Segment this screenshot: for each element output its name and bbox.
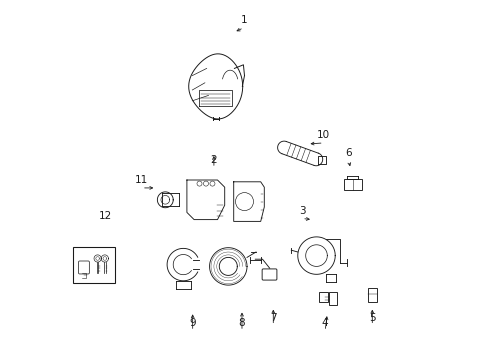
Text: 9: 9: [189, 318, 196, 328]
Text: 3: 3: [298, 206, 305, 216]
Text: 6: 6: [345, 148, 351, 158]
Text: 8: 8: [238, 318, 245, 328]
Text: 7: 7: [269, 312, 276, 323]
Text: 11: 11: [135, 175, 148, 185]
Bar: [367, 288, 376, 302]
Text: 5: 5: [368, 312, 375, 323]
Bar: [343, 179, 361, 190]
Bar: [328, 292, 336, 305]
Text: 12: 12: [99, 211, 112, 221]
Text: 4: 4: [321, 318, 328, 328]
Bar: [73, 247, 115, 283]
Bar: [318, 292, 327, 302]
Text: 1: 1: [240, 15, 246, 25]
Text: 2: 2: [210, 155, 217, 165]
Text: 10: 10: [317, 130, 329, 140]
